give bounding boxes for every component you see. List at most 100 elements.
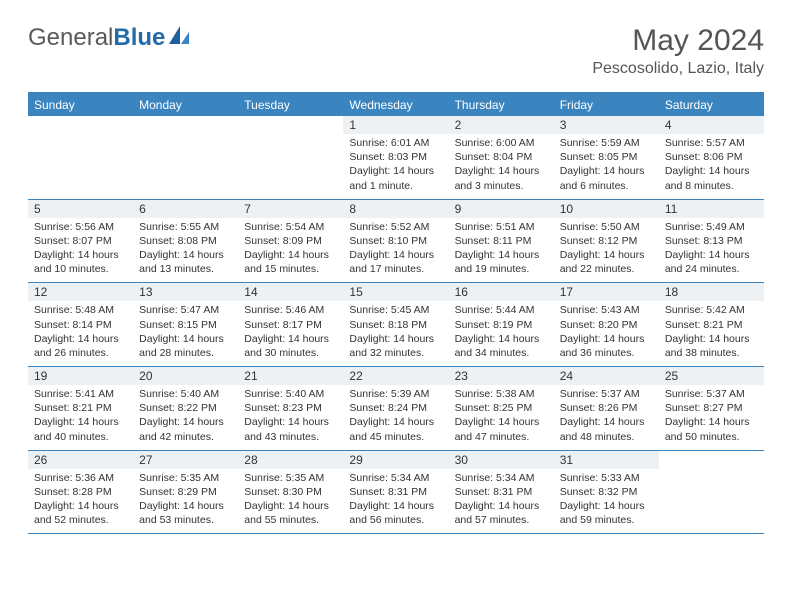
week-row: 26Sunrise: 5:36 AMSunset: 8:28 PMDayligh… xyxy=(28,451,764,535)
day-cell: 31Sunrise: 5:33 AMSunset: 8:32 PMDayligh… xyxy=(554,451,659,534)
sunset-text: Sunset: 8:25 PM xyxy=(455,401,548,415)
dayhead: Tuesday xyxy=(238,94,343,116)
day-number: 14 xyxy=(238,283,343,301)
day-number: 24 xyxy=(554,367,659,385)
month-title: May 2024 xyxy=(592,24,764,57)
daylight-text: Daylight: 14 hours and 13 minutes. xyxy=(139,248,232,276)
day-body: Sunrise: 5:50 AMSunset: 8:12 PMDaylight:… xyxy=(554,218,659,283)
sunset-text: Sunset: 8:27 PM xyxy=(665,401,758,415)
day-body: Sunrise: 5:39 AMSunset: 8:24 PMDaylight:… xyxy=(343,385,448,450)
sunrise-text: Sunrise: 5:44 AM xyxy=(455,303,548,317)
dayhead: Sunday xyxy=(28,94,133,116)
sunset-text: Sunset: 8:21 PM xyxy=(665,318,758,332)
sunset-text: Sunset: 8:18 PM xyxy=(349,318,442,332)
day-body xyxy=(28,132,133,140)
day-cell: 16Sunrise: 5:44 AMSunset: 8:19 PMDayligh… xyxy=(449,283,554,366)
day-number: 5 xyxy=(28,200,133,218)
day-cell: 26Sunrise: 5:36 AMSunset: 8:28 PMDayligh… xyxy=(28,451,133,534)
daylight-text: Daylight: 14 hours and 17 minutes. xyxy=(349,248,442,276)
day-cell xyxy=(28,116,133,199)
day-cell: 25Sunrise: 5:37 AMSunset: 8:27 PMDayligh… xyxy=(659,367,764,450)
day-body: Sunrise: 5:54 AMSunset: 8:09 PMDaylight:… xyxy=(238,218,343,283)
sunset-text: Sunset: 8:22 PM xyxy=(139,401,232,415)
sunset-text: Sunset: 8:15 PM xyxy=(139,318,232,332)
day-cell: 20Sunrise: 5:40 AMSunset: 8:22 PMDayligh… xyxy=(133,367,238,450)
day-number: 3 xyxy=(554,116,659,134)
sunset-text: Sunset: 8:28 PM xyxy=(34,485,127,499)
day-body: Sunrise: 5:35 AMSunset: 8:29 PMDaylight:… xyxy=(133,469,238,534)
day-number xyxy=(133,116,238,132)
sunrise-text: Sunrise: 5:35 AM xyxy=(244,471,337,485)
day-number: 22 xyxy=(343,367,448,385)
day-number: 15 xyxy=(343,283,448,301)
day-body: Sunrise: 5:43 AMSunset: 8:20 PMDaylight:… xyxy=(554,301,659,366)
day-cell: 14Sunrise: 5:46 AMSunset: 8:17 PMDayligh… xyxy=(238,283,343,366)
daylight-text: Daylight: 14 hours and 55 minutes. xyxy=(244,499,337,527)
day-cell: 19Sunrise: 5:41 AMSunset: 8:21 PMDayligh… xyxy=(28,367,133,450)
sunset-text: Sunset: 8:23 PM xyxy=(244,401,337,415)
day-number: 13 xyxy=(133,283,238,301)
day-number: 20 xyxy=(133,367,238,385)
sunset-text: Sunset: 8:21 PM xyxy=(34,401,127,415)
day-number: 7 xyxy=(238,200,343,218)
day-body: Sunrise: 5:36 AMSunset: 8:28 PMDaylight:… xyxy=(28,469,133,534)
sunset-text: Sunset: 8:32 PM xyxy=(560,485,653,499)
day-number: 11 xyxy=(659,200,764,218)
daylight-text: Daylight: 14 hours and 38 minutes. xyxy=(665,332,758,360)
day-cell: 23Sunrise: 5:38 AMSunset: 8:25 PMDayligh… xyxy=(449,367,554,450)
sunrise-text: Sunrise: 5:39 AM xyxy=(349,387,442,401)
sunset-text: Sunset: 8:17 PM xyxy=(244,318,337,332)
sunrise-text: Sunrise: 5:54 AM xyxy=(244,220,337,234)
sunrise-text: Sunrise: 5:36 AM xyxy=(34,471,127,485)
dayhead: Wednesday xyxy=(343,94,448,116)
day-cell: 7Sunrise: 5:54 AMSunset: 8:09 PMDaylight… xyxy=(238,200,343,283)
day-cell: 13Sunrise: 5:47 AMSunset: 8:15 PMDayligh… xyxy=(133,283,238,366)
day-number: 9 xyxy=(449,200,554,218)
day-cell: 4Sunrise: 5:57 AMSunset: 8:06 PMDaylight… xyxy=(659,116,764,199)
header: GeneralBlue May 2024 Pescosolido, Lazio,… xyxy=(28,24,764,78)
page: GeneralBlue May 2024 Pescosolido, Lazio,… xyxy=(0,0,792,558)
day-body: Sunrise: 5:49 AMSunset: 8:13 PMDaylight:… xyxy=(659,218,764,283)
sunset-text: Sunset: 8:26 PM xyxy=(560,401,653,415)
day-cell: 18Sunrise: 5:42 AMSunset: 8:21 PMDayligh… xyxy=(659,283,764,366)
daylight-text: Daylight: 14 hours and 24 minutes. xyxy=(665,248,758,276)
sunset-text: Sunset: 8:10 PM xyxy=(349,234,442,248)
day-cell: 5Sunrise: 5:56 AMSunset: 8:07 PMDaylight… xyxy=(28,200,133,283)
day-body xyxy=(133,132,238,140)
day-number: 1 xyxy=(343,116,448,134)
sunrise-text: Sunrise: 5:42 AM xyxy=(665,303,758,317)
dayhead: Monday xyxy=(133,94,238,116)
day-body: Sunrise: 5:33 AMSunset: 8:32 PMDaylight:… xyxy=(554,469,659,534)
week-row: 1Sunrise: 6:01 AMSunset: 8:03 PMDaylight… xyxy=(28,116,764,200)
daylight-text: Daylight: 14 hours and 15 minutes. xyxy=(244,248,337,276)
day-number: 19 xyxy=(28,367,133,385)
daylight-text: Daylight: 14 hours and 3 minutes. xyxy=(455,164,548,192)
day-number: 27 xyxy=(133,451,238,469)
sunrise-text: Sunrise: 5:34 AM xyxy=(349,471,442,485)
sunset-text: Sunset: 8:29 PM xyxy=(139,485,232,499)
sunrise-text: Sunrise: 5:59 AM xyxy=(560,136,653,150)
sunset-text: Sunset: 8:09 PM xyxy=(244,234,337,248)
logo: GeneralBlue xyxy=(28,24,191,52)
sunset-text: Sunset: 8:31 PM xyxy=(349,485,442,499)
sunset-text: Sunset: 8:19 PM xyxy=(455,318,548,332)
day-cell: 3Sunrise: 5:59 AMSunset: 8:05 PMDaylight… xyxy=(554,116,659,199)
day-body: Sunrise: 5:46 AMSunset: 8:17 PMDaylight:… xyxy=(238,301,343,366)
day-body: Sunrise: 6:01 AMSunset: 8:03 PMDaylight:… xyxy=(343,134,448,199)
day-body: Sunrise: 5:34 AMSunset: 8:31 PMDaylight:… xyxy=(343,469,448,534)
daylight-text: Daylight: 14 hours and 34 minutes. xyxy=(455,332,548,360)
sunset-text: Sunset: 8:13 PM xyxy=(665,234,758,248)
day-body: Sunrise: 6:00 AMSunset: 8:04 PMDaylight:… xyxy=(449,134,554,199)
sail-icon xyxy=(169,26,191,51)
day-cell: 10Sunrise: 5:50 AMSunset: 8:12 PMDayligh… xyxy=(554,200,659,283)
day-cell: 1Sunrise: 6:01 AMSunset: 8:03 PMDaylight… xyxy=(343,116,448,199)
sunrise-text: Sunrise: 5:55 AM xyxy=(139,220,232,234)
day-body xyxy=(238,132,343,140)
dayhead: Friday xyxy=(554,94,659,116)
sunrise-text: Sunrise: 5:47 AM xyxy=(139,303,232,317)
day-cell: 15Sunrise: 5:45 AMSunset: 8:18 PMDayligh… xyxy=(343,283,448,366)
sunrise-text: Sunrise: 5:37 AM xyxy=(665,387,758,401)
sunrise-text: Sunrise: 5:33 AM xyxy=(560,471,653,485)
day-cell: 17Sunrise: 5:43 AMSunset: 8:20 PMDayligh… xyxy=(554,283,659,366)
location: Pescosolido, Lazio, Italy xyxy=(592,60,764,78)
